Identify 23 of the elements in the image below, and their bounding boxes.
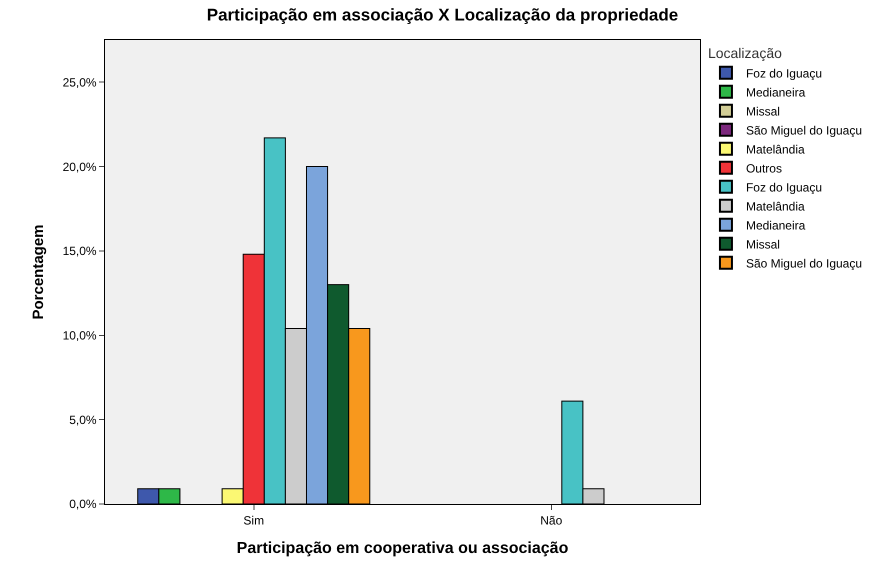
y-tick-label: 15,0% (62, 244, 97, 258)
legend-label: Outros (746, 161, 782, 176)
x-tick-label: Sim (243, 513, 264, 528)
legend-label: Matelândia (746, 199, 805, 214)
legend-label: São Miguel do Iguaçu (746, 256, 862, 270)
legend-label: Matelândia (746, 142, 805, 156)
legend-label: Foz do Iguaçu (746, 180, 822, 194)
legend-title: Localização (708, 45, 782, 62)
legend-label: Foz do Iguaçu (746, 66, 822, 80)
legend-label: São Miguel do Iguaçu (746, 123, 862, 138)
y-tick-label: 10,0% (62, 328, 97, 342)
x-axis-title: Participação em cooperativa ou associação (236, 540, 569, 558)
legend-label: Medianeira (746, 85, 806, 100)
y-tick-label: 5,0% (69, 412, 97, 427)
legend-label: Missal (746, 237, 780, 252)
y-tick-label: 20,0% (62, 160, 97, 174)
legend-label: Medianeira (746, 218, 806, 232)
chart-title: Participação em associação X Localização da propriedade (206, 5, 678, 24)
y-tick-label: 25,0% (62, 75, 97, 90)
x-tick-label: Não (540, 513, 563, 528)
y-tick-label: 0,0% (69, 497, 97, 512)
legend-label: Missal (746, 104, 780, 118)
y-axis-title: Porcentagem (30, 224, 47, 320)
